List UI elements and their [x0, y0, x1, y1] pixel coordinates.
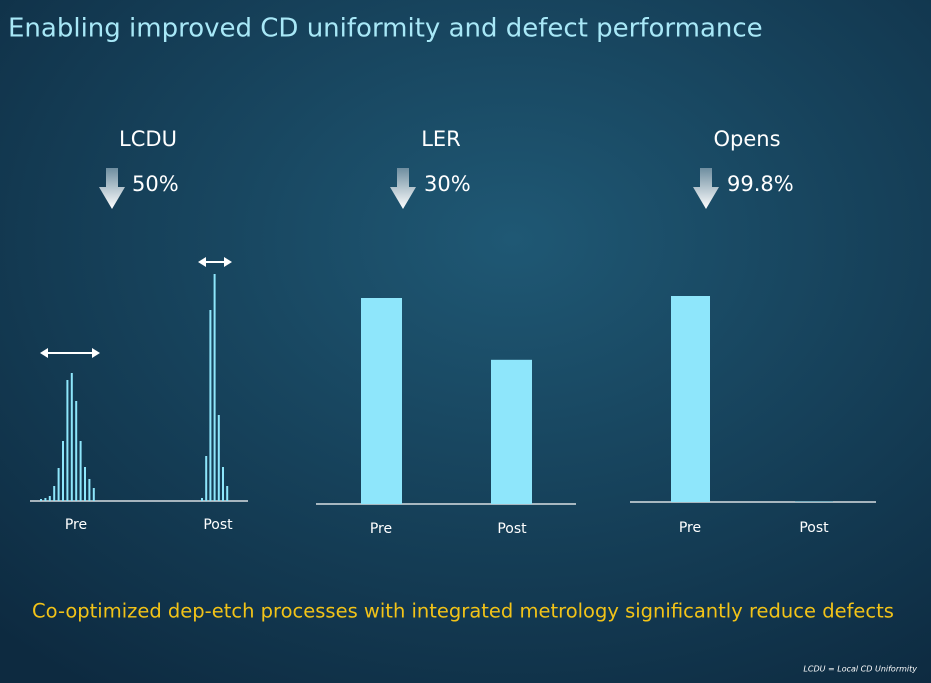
chart-title: Opens: [713, 127, 780, 151]
histogram-bar: [226, 486, 229, 501]
annotation: 30%: [424, 172, 471, 196]
histogram-bar: [201, 498, 203, 501]
annotation: 50%: [132, 172, 179, 196]
histogram-bar: [209, 310, 212, 501]
x-tick-label: Post: [203, 517, 233, 533]
down-arrow: [99, 168, 125, 209]
annotation: 99.8%: [727, 172, 794, 196]
footnote: LCDU = Local CD Uniformity: [803, 665, 917, 674]
x-tick-label: Post: [799, 520, 829, 536]
x-tick-label: Pre: [679, 520, 701, 536]
histogram-bar: [84, 467, 86, 501]
histogram-bar: [75, 401, 78, 501]
histogram-bar: [92, 488, 95, 501]
histogram-bar: [70, 373, 73, 501]
caption: Co-optimized dep-etch processes with int…: [32, 600, 894, 623]
x-tick-label: Post: [497, 521, 527, 537]
histogram-bar: [44, 498, 47, 501]
double-arrow: [40, 257, 232, 358]
bar: [671, 296, 710, 502]
x-tick-label: Pre: [370, 521, 392, 537]
histogram-bar: [205, 456, 208, 501]
histogram-bar: [48, 496, 51, 501]
histogram-bar: [213, 274, 216, 501]
chart-title: LCDU: [119, 127, 177, 151]
histogram-bar: [53, 486, 56, 501]
histogram-bar: [79, 441, 82, 501]
x-tick-label: Pre: [65, 517, 87, 533]
histogram-bar: [40, 499, 42, 501]
histogram-bar: [66, 380, 69, 501]
bar: [361, 298, 402, 504]
down-arrow: [693, 168, 719, 209]
histogram-bar: [217, 415, 220, 501]
chart-title: LER: [421, 127, 461, 151]
histogram-bar: [57, 468, 60, 501]
down-arrow: [390, 168, 416, 209]
slide-title: Enabling improved CD uniformity and defe…: [8, 14, 763, 44]
histogram-bar: [62, 441, 64, 501]
histogram-bar: [88, 479, 91, 501]
bar: [491, 359, 532, 504]
histogram-bar: [222, 467, 224, 501]
